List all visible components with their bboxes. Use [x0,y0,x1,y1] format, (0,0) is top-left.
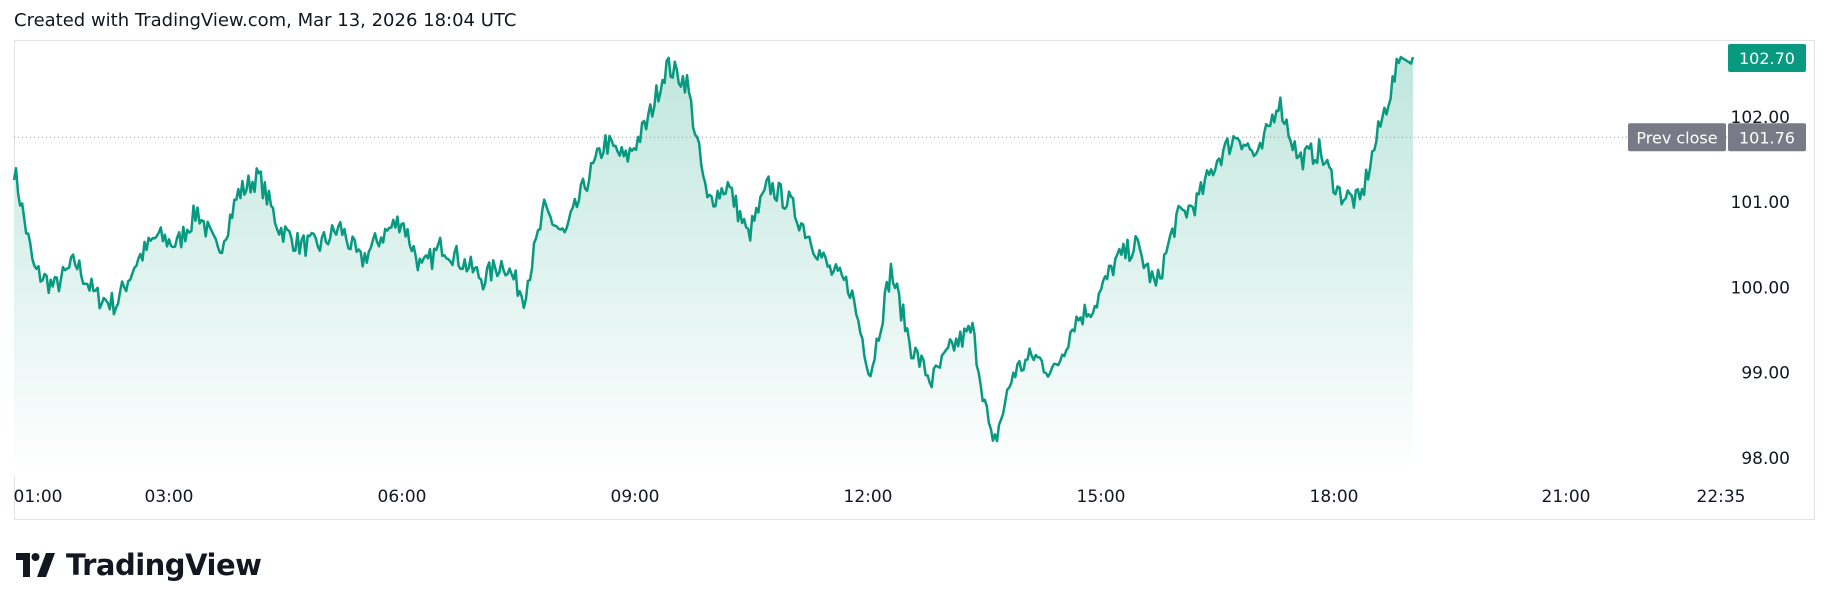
y-tick-label: 100.00 [1731,278,1790,298]
y-tick-label: 99.00 [1741,364,1790,384]
x-tick-label: 12:00 [844,487,893,507]
y-tick-label: 102.00 [1731,108,1790,128]
prev-close-value: 101.76 [1739,128,1795,147]
series-line-layer [12,55,1415,443]
x-tick-label: 22:35 [1697,487,1746,507]
x-tick-label: 03:00 [145,487,194,507]
y-tick-label: 101.00 [1731,193,1790,213]
x-axis[interactable]: 01:00 03:00 06:00 09:00 12:00 15:00 18:00 21:00… [14,487,1746,507]
logo-text: TradingView [66,548,262,582]
y-axis[interactable]: 98.00 99.00 100.00 101.00 102.00 [1731,108,1790,469]
x-tick-label: 09:00 [611,487,660,507]
x-tick-label: 06:00 [378,487,427,507]
price-line [12,55,1415,443]
area-fill-layer [14,57,1413,475]
prev-close-value-badge [1728,123,1806,152]
x-tick-label: 01:00 [14,487,63,507]
prev-close-text-badge [1628,123,1726,152]
header-caption: Created with TradingView.com, Mar 13, 20… [14,10,517,31]
prev-close-text: Prev close [1636,128,1717,147]
tradingview-logo[interactable]: TradingView [16,548,262,582]
x-tick-label: 21:00 [1542,487,1591,507]
y-tick-label: 98.00 [1741,449,1790,469]
x-tick-label: 18:00 [1310,487,1359,507]
x-tick-label: 15:00 [1077,487,1126,507]
last-price-badge [1728,44,1806,72]
tradingview-logo-icon [16,553,55,577]
price-badges: 102.70 Prev close 101.76 [1628,44,1806,152]
area-fill [14,57,1413,475]
last-price-label: 102.70 [1739,49,1795,68]
